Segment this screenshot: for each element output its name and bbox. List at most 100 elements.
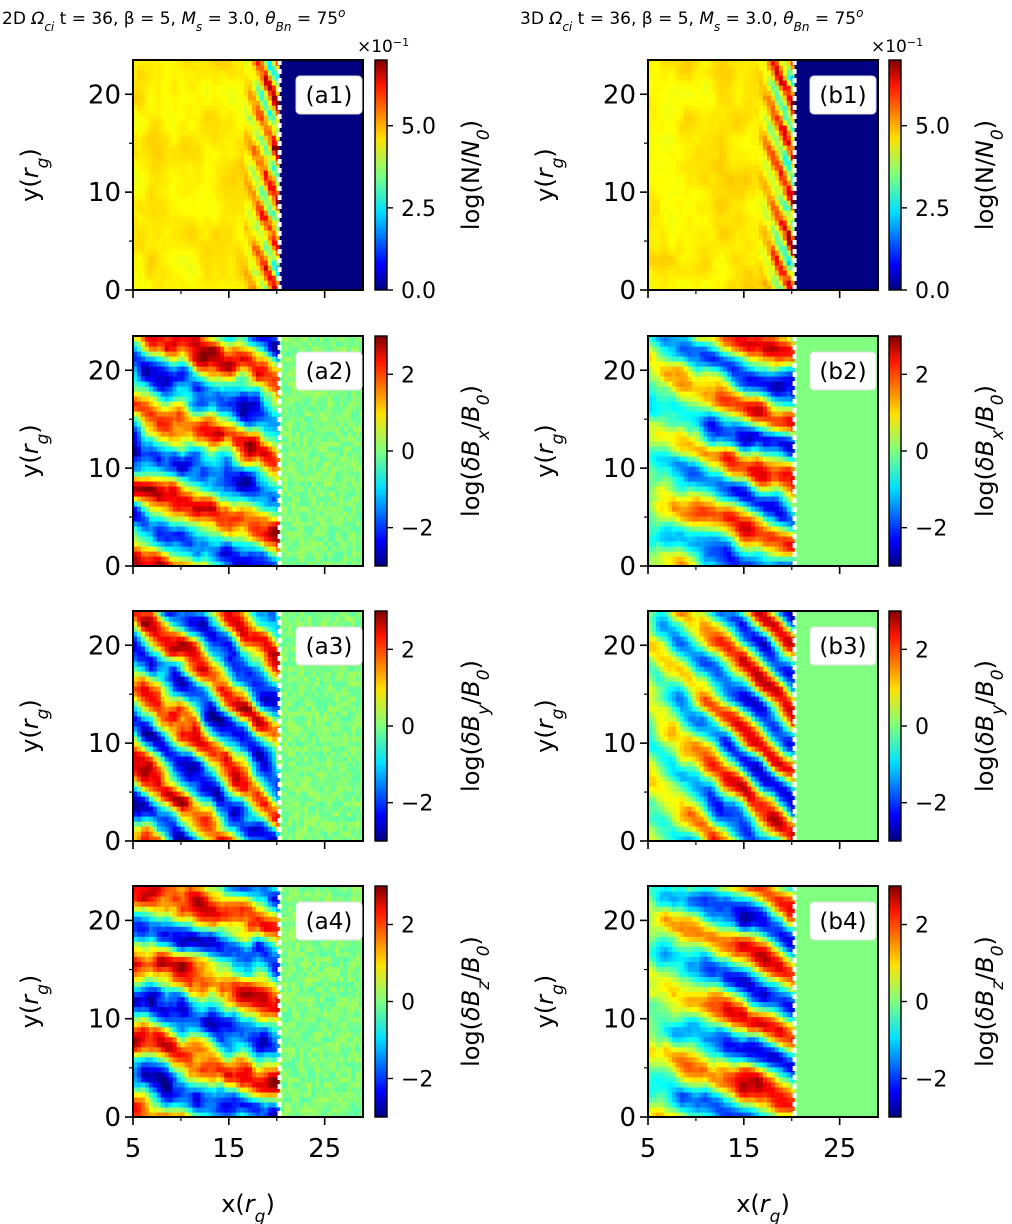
heat-cell [153,105,158,111]
heat-cell [208,265,213,271]
heat-cell [228,90,233,96]
heat-cell [200,260,205,266]
heat-cell [248,110,253,116]
heat-cell [208,70,213,76]
heat-cell [173,190,178,196]
panel-a1: (a1)01020y(rg)0.02.55.0×10−1log(N/N0) [16,36,494,307]
heat-cell [220,200,225,206]
heat-cell [216,205,221,211]
heat-cell [256,280,261,286]
heat-cell [181,110,186,116]
heat-cell [252,220,257,226]
heat-cell [189,260,194,266]
heat-cell [189,265,194,271]
heat-cell [236,235,241,241]
heat-cell [204,80,209,86]
heat-cell [208,100,213,106]
heat-cell [232,70,237,76]
heat-cell [165,150,170,156]
heat-cell [208,170,213,176]
heat-cell [161,115,166,121]
heat-cell [252,245,257,251]
heat-cell [216,135,221,141]
heat-cell [220,270,225,276]
heat-cell [228,105,233,111]
heat-cell [232,215,237,221]
heat-cell [145,235,150,241]
heat-cell [169,260,174,266]
heat-cell [232,240,237,246]
heat-cell [149,130,154,136]
heat-cell [244,140,249,146]
heat-cell [185,155,190,161]
heat-cell [256,110,261,116]
heat-cell [236,270,241,276]
heat-cell [189,95,194,101]
heat-cell [240,210,245,216]
heat-cell [204,170,209,176]
heat-cell [181,280,186,286]
heat-cell [165,95,170,101]
heat-cell [272,165,277,171]
heat-cell [169,80,174,86]
heat-cell [264,190,269,196]
heat-cell [228,130,233,136]
heat-cell [244,70,249,76]
heat-cell [185,175,190,181]
heat-cell [169,235,174,241]
heat-cell [141,210,146,216]
heat-cell [165,155,170,161]
heat-cell [173,265,178,271]
heat-cell [165,220,170,226]
heat-cell [200,255,205,261]
heat-cell [192,250,197,256]
heat-cell [169,140,174,146]
heat-cell [200,160,205,166]
heat-cell [252,270,257,276]
heat-cell [208,180,213,186]
heat-cell [232,245,237,251]
heat-cell [200,205,205,211]
heat-cell [220,75,225,81]
column-title-b: 3D Ωci t = 36, β = 5, Ms = 3.0, θBn = 75… [520,6,863,34]
heat-cell [260,190,265,196]
heat-cell [169,190,174,196]
heat-cell [169,135,174,141]
heat-cell [208,195,213,201]
heat-cell [181,255,186,261]
heat-cell [216,225,221,231]
heat-cell [161,140,166,146]
heat-cell [157,85,162,91]
heat-cell [208,235,213,241]
heat-cell [252,250,257,256]
heat-cell [232,65,237,71]
heat-cell [228,80,233,86]
heat-cell [165,115,170,121]
heat-cell [181,100,186,106]
heat-cell [169,165,174,171]
heat-cell [236,155,241,161]
heat-cell [204,255,209,261]
heat-cell [208,255,213,261]
heat-cell [204,280,209,286]
heat-cell [204,205,209,211]
heat-cell [232,140,237,146]
heat-cell [145,185,150,191]
heat-cell [149,105,154,111]
heat-cell [216,130,221,136]
heat-cell [145,230,150,236]
heat-cell [248,160,253,166]
heat-cell [157,210,162,216]
heat-cell [141,275,146,281]
heat-cell [196,280,201,286]
heat-cell [224,260,229,266]
heat-cell [181,115,186,121]
heat-cell [189,155,194,161]
heat-cell [196,135,201,141]
heat-cell [153,90,158,96]
heat-cell [153,270,158,276]
heat-cell [240,255,245,261]
heat-cell [196,115,201,121]
heat-cell [216,70,221,76]
heat-cell [196,75,201,81]
